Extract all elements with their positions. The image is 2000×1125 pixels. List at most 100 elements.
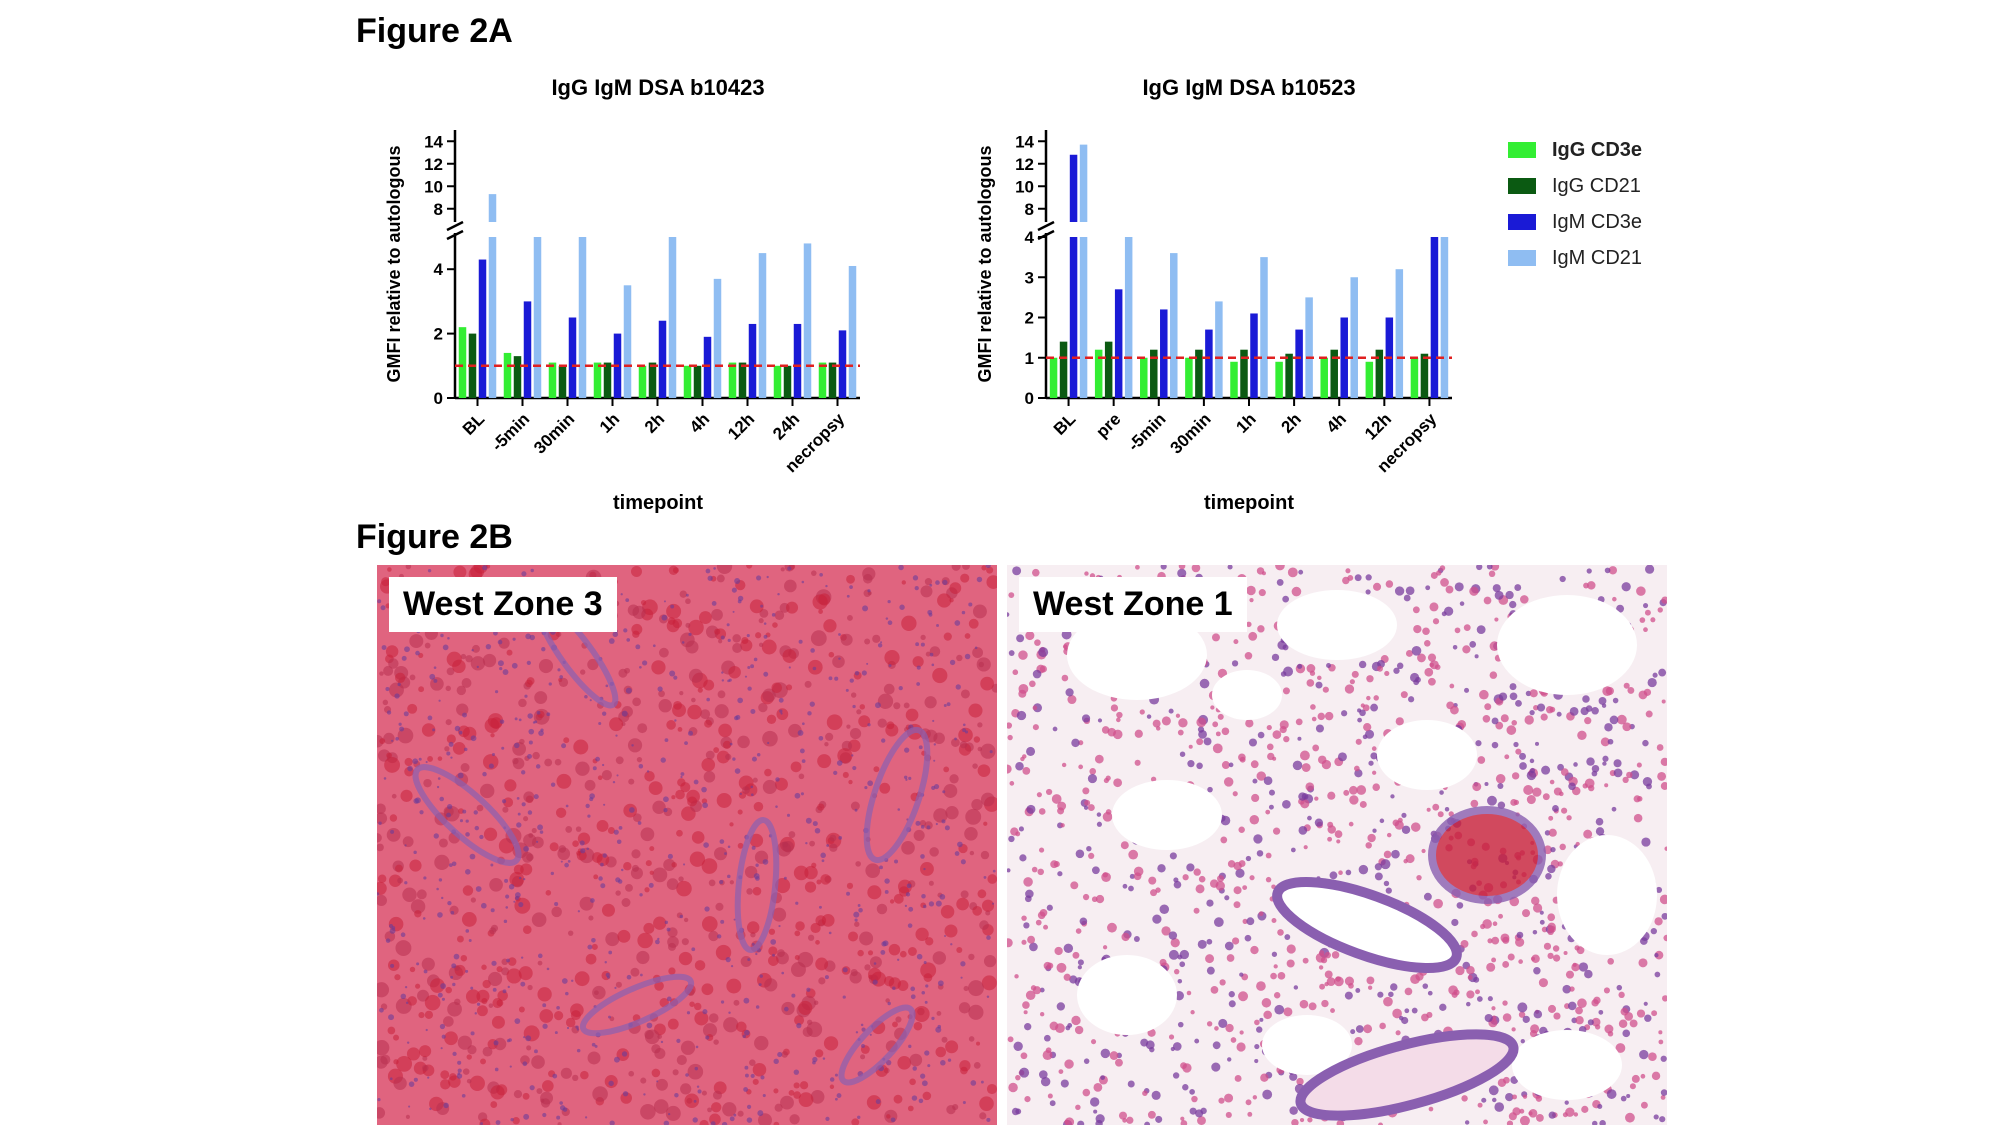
tissue-cell	[1018, 650, 1028, 660]
tissue-nucleus	[492, 987, 497, 992]
tissue-cell	[798, 1092, 814, 1108]
tissue-cell	[1517, 1002, 1528, 1013]
tissue-cell	[1197, 726, 1205, 733]
tissue-cell	[903, 702, 910, 709]
tissue-cell	[1273, 992, 1281, 999]
tissue-nucleus	[770, 939, 777, 945]
tissue-nucleus	[497, 639, 503, 645]
tissue-cell	[1063, 943, 1074, 953]
tissue-cell	[406, 1047, 421, 1061]
x-tick-label: 4h	[1323, 409, 1350, 436]
tissue-nucleus	[591, 1042, 596, 1047]
alveolar-space	[1262, 1015, 1352, 1075]
tissue-cell	[1057, 871, 1063, 877]
tissue-cell	[1638, 690, 1648, 700]
tissue-cell	[462, 885, 474, 896]
tissue-cell	[1213, 917, 1224, 927]
tissue-cell	[649, 870, 654, 875]
tissue-cell	[1322, 686, 1329, 693]
tissue-nucleus	[465, 868, 471, 875]
tissue-cell	[749, 1059, 756, 1066]
tissue-cell	[818, 609, 823, 614]
x-tick-label: 30min	[1167, 409, 1215, 457]
tissue-cell	[630, 565, 642, 577]
tissue-cell	[815, 957, 829, 971]
tissue-nucleus	[639, 665, 642, 669]
tissue-cell	[446, 667, 455, 676]
tissue-cell	[976, 657, 991, 672]
tissue-cell	[884, 650, 900, 666]
tissue-cell	[1265, 876, 1272, 883]
tissue-cell	[864, 638, 871, 645]
tissue-cell	[705, 750, 715, 760]
tissue-cell	[1301, 763, 1311, 772]
tissue-cell	[1010, 827, 1019, 836]
tissue-cell	[728, 665, 741, 679]
tissue-nucleus	[932, 719, 935, 723]
tissue-cell	[1379, 818, 1385, 824]
tissue-nucleus	[490, 863, 494, 867]
tissue-cell	[920, 634, 926, 641]
tissue-nucleus	[828, 931, 832, 935]
tissue-cell	[708, 930, 719, 942]
tissue-cell	[701, 757, 716, 772]
tissue-nucleus	[991, 902, 995, 905]
tissue-cell	[594, 990, 599, 996]
tissue-cell	[772, 907, 787, 922]
tissue-nucleus	[926, 825, 931, 830]
tissue-nucleus	[772, 953, 776, 957]
tissue-cell	[1212, 721, 1219, 728]
tissue-cell	[504, 779, 517, 792]
tissue-nucleus	[784, 1006, 789, 1012]
tissue-cell	[1038, 1070, 1048, 1079]
tissue-cell	[1654, 971, 1661, 978]
tissue-nucleus	[750, 785, 754, 789]
tissue-cell	[815, 1049, 824, 1058]
tissue-nucleus	[629, 807, 635, 813]
tissue-cell	[1562, 984, 1572, 994]
tissue-cell	[1601, 703, 1607, 708]
bar	[1375, 349, 1384, 398]
legend-swatch	[1508, 142, 1536, 158]
tissue-cell	[397, 727, 414, 744]
tissue-cell	[1482, 715, 1491, 723]
tissue-cell	[640, 600, 647, 606]
tissue-cell	[438, 838, 448, 848]
tissue-cell	[1100, 1075, 1106, 1080]
tissue-cell	[1079, 917, 1088, 926]
tissue-nucleus	[726, 623, 730, 627]
tissue-cell	[627, 738, 643, 753]
tissue-nucleus	[734, 578, 741, 584]
tissue-nucleus	[446, 751, 451, 756]
tissue-cell	[774, 1103, 783, 1112]
tissue-cell	[377, 894, 387, 907]
legend-item: IgM CD21	[1508, 240, 1642, 276]
tissue-cell	[1082, 893, 1090, 901]
tissue-cell	[963, 985, 969, 992]
y-tick-label: 4	[434, 260, 444, 279]
tissue-cell	[981, 565, 987, 571]
tissue-nucleus	[559, 1105, 566, 1111]
tissue-cell	[687, 704, 702, 720]
tissue-cell	[901, 580, 906, 585]
tissue-cell	[1351, 670, 1359, 678]
tissue-cell	[1175, 713, 1181, 718]
tissue-nucleus	[502, 669, 509, 676]
tissue-nucleus	[906, 883, 912, 889]
tissue-nucleus	[538, 730, 544, 736]
tissue-cell	[877, 693, 894, 709]
tissue-cell	[768, 928, 776, 935]
tissue-nucleus	[908, 906, 914, 912]
tissue-nucleus	[479, 834, 484, 840]
tissue-nucleus	[448, 863, 453, 867]
tissue-nucleus	[797, 729, 804, 736]
tissue-cell	[1421, 1013, 1429, 1022]
tissue-cell	[1452, 645, 1458, 650]
tissue-cell	[665, 1105, 681, 1121]
tissue-nucleus	[685, 1073, 689, 1077]
tissue-cell	[1349, 785, 1358, 795]
tissue-cell	[531, 1055, 545, 1069]
tissue-cell	[1655, 886, 1663, 894]
tissue-cell	[1373, 695, 1379, 701]
bar	[1395, 269, 1404, 398]
